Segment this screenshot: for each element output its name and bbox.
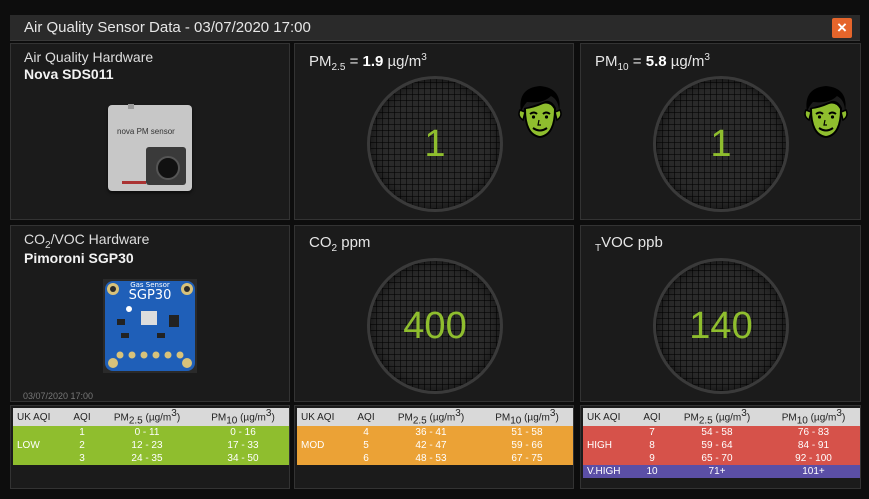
co2-label: CO2 ppm	[309, 234, 371, 254]
co2-dial-value: 400	[403, 305, 467, 347]
tvoc-panel: TVOC ppb 140	[580, 225, 861, 402]
nova-sensor-port	[128, 104, 134, 109]
pm25-dial: 1	[370, 79, 500, 209]
co2-dial: 400	[370, 261, 500, 391]
nova-sensor-cable	[122, 181, 146, 184]
aqi-table-header: UK AQI AQI PM2.5 (µg/m3) PM10 (µg/m3)	[13, 408, 289, 427]
table-row: V.HIGH 10 71+ 101+	[583, 465, 860, 479]
sgp30-board-image: Gas Sensor SGP30	[103, 279, 197, 373]
sensor-timestamp: 03/07/2020 17:00	[23, 391, 94, 401]
aqi-mod-panel: UK AQI AQI PM2.5 (µg/m3) PM10 (µg/m3) MO…	[294, 405, 574, 489]
voc-hardware-label: CO2/VOC Hardware	[24, 231, 150, 251]
aq-hardware-label: Air Quality Hardware	[24, 49, 154, 65]
tvoc-dial-value: 140	[689, 305, 753, 347]
tvoc-label: TVOC ppb	[595, 234, 663, 254]
voc-hardware-panel: CO2/VOC Hardware Pimoroni SGP30 Gas Sens…	[10, 225, 290, 402]
co2-panel: CO2 ppm 400	[294, 225, 574, 402]
aqi-low-table: UK AQI AQI PM2.5 (µg/m3) PM10 (µg/m3) LO…	[13, 408, 289, 466]
aqi-high-table: UK AQI AQI PM2.5 (µg/m3) PM10 (µg/m3) HI…	[583, 408, 860, 479]
aqi-table-header: UK AQI AQI PM2.5 (µg/m3) PM10 (µg/m3)	[583, 408, 860, 427]
table-row: 3 24 - 35 34 - 50	[13, 452, 289, 466]
tvoc-dial: 140	[656, 261, 786, 391]
pm10-panel: PM10 = 5.8 µg/m3 1	[580, 43, 861, 220]
aq-hardware-name: Nova SDS011	[24, 66, 114, 82]
nova-sensor-image: nova PM sensor	[108, 104, 192, 191]
svg-text:Gas Sensor: Gas Sensor	[130, 281, 170, 289]
voc-hardware-name: Pimoroni SGP30	[24, 250, 134, 266]
title-bar: Air Quality Sensor Data - 03/07/2020 17:…	[10, 15, 860, 41]
happy-face-icon	[804, 86, 848, 138]
table-row: LOW 1 0 - 11 0 - 16	[13, 426, 289, 466]
table-row: 8 59 - 64 84 - 91	[583, 439, 860, 453]
table-row: HIGH 7 54 - 58 76 - 83	[583, 426, 860, 466]
table-row: MOD 4 36 - 41 51 - 58	[297, 426, 573, 466]
pm25-label: PM2.5 = 1.9 µg/m3	[309, 52, 427, 73]
aq-hardware-panel: Air Quality Hardware Nova SDS011 nova PM…	[10, 43, 290, 220]
close-icon: ×	[837, 18, 847, 37]
pm10-dial-value: 1	[710, 123, 732, 165]
aqi-low-panel: UK AQI AQI PM2.5 (µg/m3) PM10 (µg/m3) LO…	[10, 405, 290, 489]
table-row: 2 12 - 23 17 - 33	[13, 439, 289, 453]
table-row: 5 42 - 47 59 - 66	[297, 439, 573, 453]
pm25-dial-value: 1	[424, 123, 446, 165]
nova-sensor-chip-text: nova PM sensor	[117, 127, 175, 136]
happy-face-icon	[518, 86, 562, 138]
aqi-table-header: UK AQI AQI PM2.5 (µg/m3) PM10 (µg/m3)	[297, 408, 573, 427]
close-button[interactable]: ×	[832, 18, 852, 38]
window-title: Air Quality Sensor Data - 03/07/2020 17:…	[24, 19, 311, 36]
table-row: 9 65 - 70 92 - 100	[583, 452, 860, 466]
pm10-dial: 1	[656, 79, 786, 209]
aqi-mod-table: UK AQI AQI PM2.5 (µg/m3) PM10 (µg/m3) MO…	[297, 408, 573, 466]
pm25-panel: PM2.5 = 1.9 µg/m3 1	[294, 43, 574, 220]
svg-text:SGP30: SGP30	[129, 288, 172, 303]
aqi-high-panel: UK AQI AQI PM2.5 (µg/m3) PM10 (µg/m3) HI…	[580, 405, 861, 489]
pm10-label: PM10 = 5.8 µg/m3	[595, 52, 710, 73]
table-row: 6 48 - 53 67 - 75	[297, 452, 573, 466]
nova-sensor-fan	[146, 147, 186, 185]
